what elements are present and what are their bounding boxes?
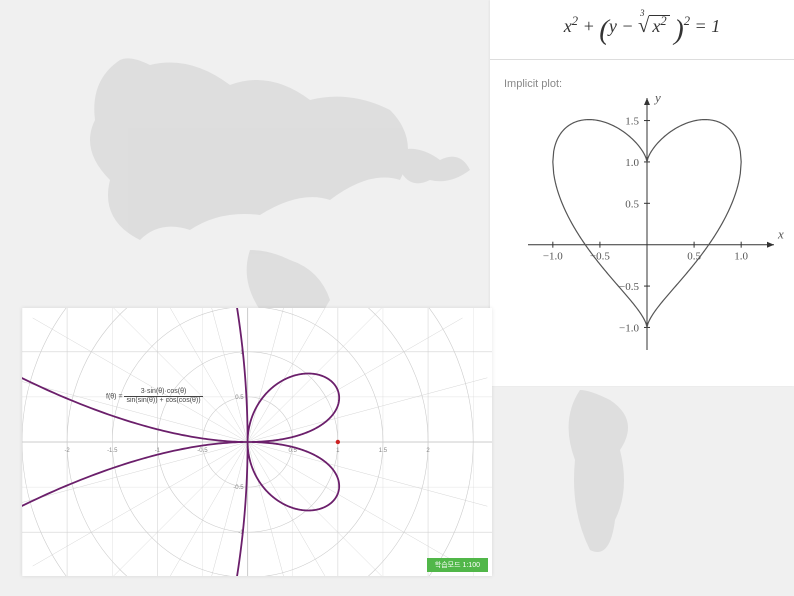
- polar-formula: f(θ) = 3·sin(θ)·cos(θ) sin(sin(θ)) + cos…: [106, 388, 203, 406]
- svg-text:y: y: [653, 94, 661, 105]
- svg-text:1.0: 1.0: [734, 251, 748, 263]
- heart-plot-panel: x2 + (y − 3√x2 )2 = 1 Implicit plot: −1.…: [490, 0, 794, 386]
- svg-text:-1.5: -1.5: [107, 448, 118, 454]
- svg-text:−0.5: −0.5: [590, 251, 610, 263]
- svg-text:−1.0: −1.0: [543, 251, 563, 263]
- svg-text:-0.5: -0.5: [197, 448, 208, 454]
- heart-equation: x2 + (y − 3√x2 )2 = 1: [490, 0, 794, 60]
- svg-text:-0.5: -0.5: [233, 485, 244, 491]
- mode-badge: 학습모드 1:100: [427, 558, 488, 572]
- svg-text:1.0: 1.0: [625, 157, 639, 169]
- svg-text:-2: -2: [64, 448, 70, 454]
- svg-text:1.5: 1.5: [625, 116, 639, 128]
- svg-text:0.5: 0.5: [289, 448, 298, 454]
- svg-text:-1: -1: [155, 448, 161, 454]
- svg-text:0.5: 0.5: [625, 198, 639, 210]
- svg-text:−1.0: −1.0: [619, 323, 639, 335]
- svg-text:x: x: [777, 227, 784, 242]
- heart-chart: −1.0−0.50.51.0−1.0−0.50.51.01.5xy: [490, 94, 794, 379]
- svg-text:0.5: 0.5: [235, 395, 244, 401]
- polar-plot-panel: -2-1.5-1-0.50.511.52-1-0.50.51 f(θ) = 3·…: [22, 308, 492, 576]
- svg-text:1.5: 1.5: [379, 448, 388, 454]
- implicit-plot-label: Implicit plot:: [490, 60, 794, 94]
